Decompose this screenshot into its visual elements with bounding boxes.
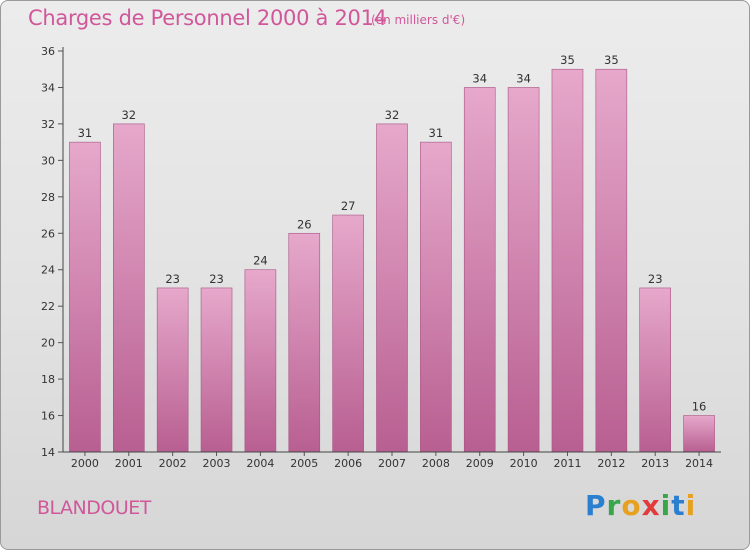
- value-label-2003: 23: [209, 272, 224, 286]
- x-tick-label-2005: 2005: [290, 457, 318, 470]
- value-label-2005: 26: [297, 217, 312, 231]
- bar-2012: [595, 68, 628, 453]
- x-tick-label-2014: 2014: [685, 457, 713, 470]
- value-label-2004: 24: [253, 254, 268, 268]
- x-tick-label-2004: 2004: [246, 457, 274, 470]
- y-tick-label-26: 26: [41, 227, 55, 240]
- x-tick-label-2013: 2013: [641, 457, 669, 470]
- axes-layer: [58, 47, 721, 456]
- bar-2010: [507, 87, 540, 453]
- bar-2007: [376, 123, 408, 453]
- x-tick-label-2003: 2003: [203, 457, 231, 470]
- bar-2000: [69, 141, 101, 453]
- x-tick-label-2008: 2008: [422, 457, 450, 470]
- proxiti-logo: Proxiti: [585, 489, 697, 522]
- y-tick-label-16: 16: [41, 410, 55, 423]
- y-tick-label-28: 28: [41, 191, 55, 204]
- bar-2011: [551, 68, 584, 453]
- x-tick-label-2007: 2007: [378, 457, 406, 470]
- value-label-2014: 16: [692, 400, 707, 414]
- bar-2003: [200, 287, 233, 453]
- x-tick-label-2010: 2010: [510, 457, 538, 470]
- unit-note: (en milliers d'€): [371, 13, 466, 27]
- y-tick-label-20: 20: [41, 337, 55, 350]
- x-tick-label-2001: 2001: [115, 457, 143, 470]
- y-tick-label-18: 18: [41, 373, 55, 386]
- value-label-2013: 23: [648, 272, 663, 286]
- value-label-2012: 35: [604, 53, 619, 67]
- value-label-2000: 31: [78, 126, 93, 140]
- commune-name: BLANDOUET: [37, 497, 151, 519]
- chart-title: Charges de Personnel 2000 à 2014: [28, 6, 387, 30]
- x-tick-label-2006: 2006: [334, 457, 362, 470]
- y-tick-label-30: 30: [41, 154, 55, 167]
- x-tick-label-2011: 2011: [553, 457, 581, 470]
- y-tick-label-22: 22: [41, 300, 55, 313]
- y-tick-label-32: 32: [41, 118, 55, 131]
- bar-2002: [156, 287, 189, 453]
- x-tick-label-2012: 2012: [597, 457, 625, 470]
- bar-2009: [463, 87, 496, 453]
- x-tick-label-2009: 2009: [466, 457, 494, 470]
- bar-2013: [639, 287, 672, 453]
- bar-2006: [332, 214, 364, 453]
- bar-2005: [288, 232, 321, 453]
- y-tick-label-24: 24: [41, 264, 55, 277]
- bars-layer: [69, 68, 715, 453]
- value-label-2001: 32: [121, 108, 136, 122]
- x-tick-label-2000: 2000: [71, 457, 99, 470]
- value-label-2007: 32: [385, 108, 400, 122]
- value-label-2008: 31: [429, 126, 444, 140]
- value-label-2010: 34: [516, 71, 531, 85]
- bar-2008: [420, 141, 452, 453]
- value-label-2006: 27: [341, 199, 356, 213]
- x-tick-label-2002: 2002: [159, 457, 187, 470]
- labels-layer: 31 2000 32 2001 23 2002 23 2003 24 2004 26 2005 27 20…: [41, 45, 713, 470]
- bar-2001: [113, 123, 145, 453]
- value-label-2011: 35: [560, 53, 575, 67]
- y-tick-label-34: 34: [41, 81, 55, 94]
- y-tick-label-14: 14: [41, 446, 55, 459]
- bar-2004: [244, 269, 277, 453]
- value-label-2009: 34: [472, 71, 487, 85]
- bar-2014: [683, 415, 715, 453]
- value-label-2002: 23: [165, 272, 180, 286]
- y-tick-label-36: 36: [41, 45, 55, 58]
